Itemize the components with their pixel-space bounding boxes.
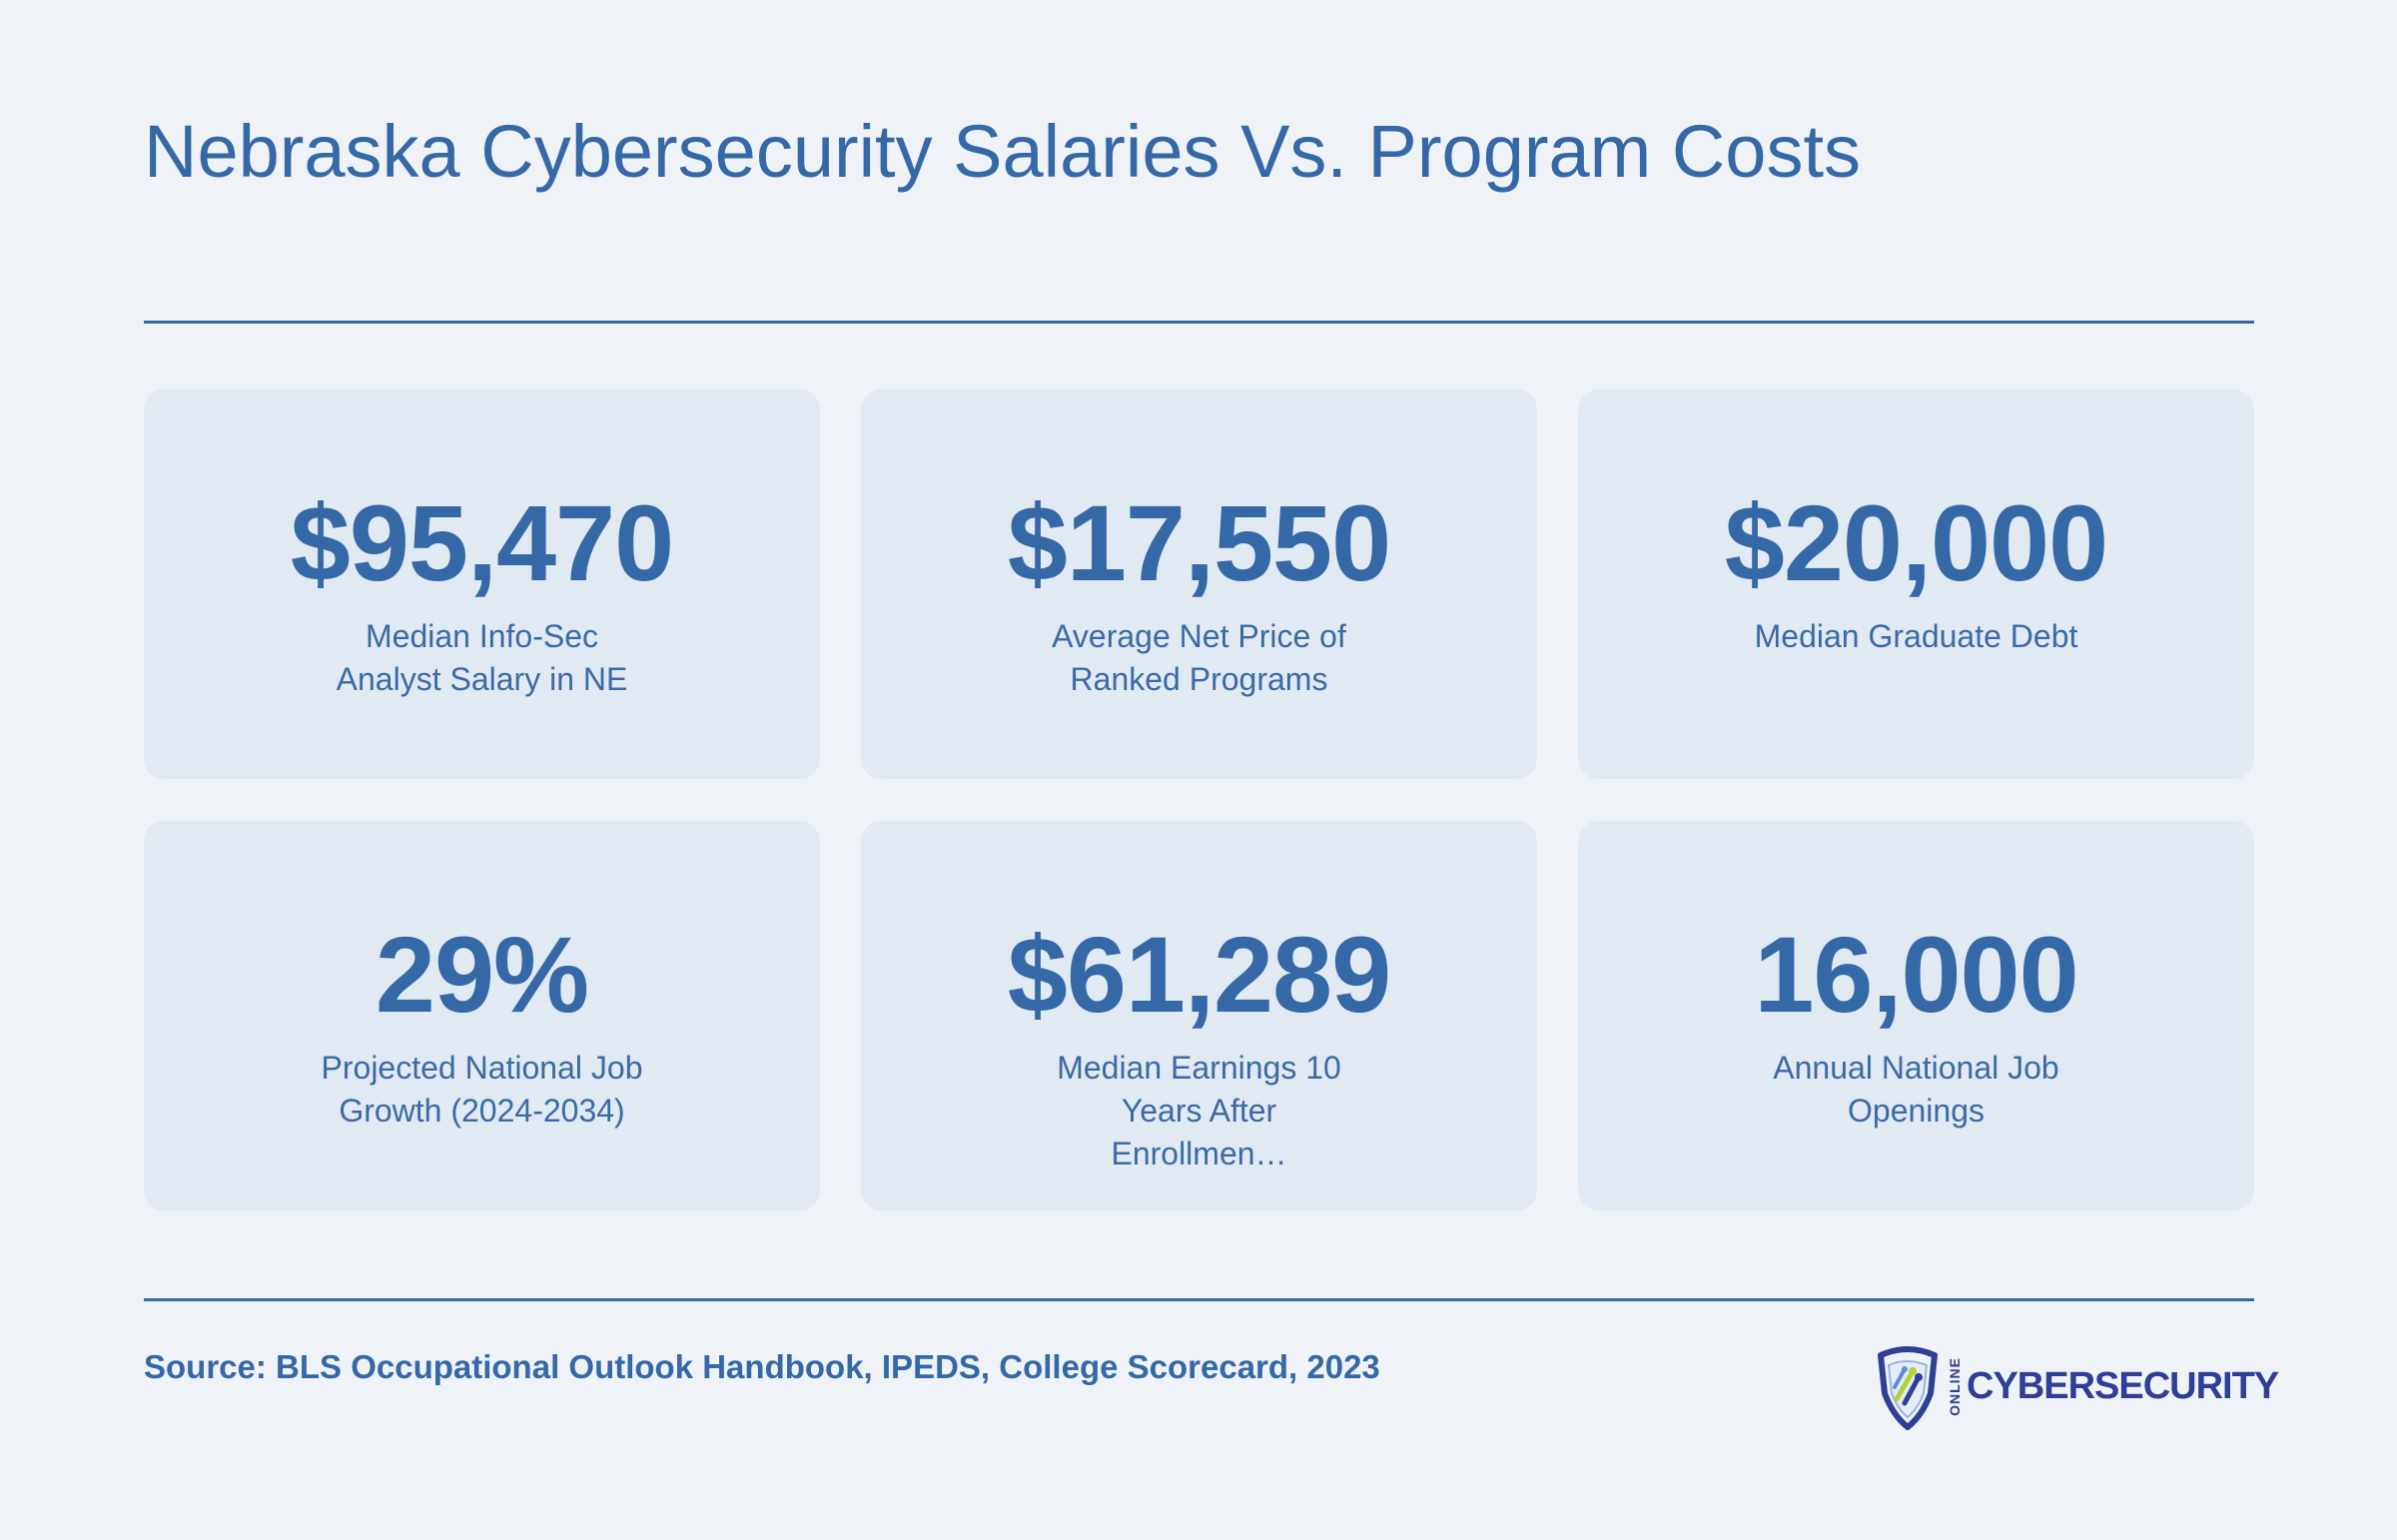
top-divider — [144, 321, 2254, 324]
stat-value: 29% — [375, 914, 589, 1035]
stat-value: $61,289 — [1007, 914, 1391, 1035]
stat-label: Projected National Job Growth (2024-2034… — [321, 1050, 643, 1129]
page-title: Nebraska Cybersecurity Salaries Vs. Prog… — [144, 110, 1862, 193]
stat-label: Annual National Job Openings — [1773, 1050, 2059, 1129]
stat-value: $17,550 — [1007, 482, 1391, 603]
stat-label: Median Earnings 10 Years After Enrollmen… — [1057, 1050, 1341, 1171]
stat-card-median-earnings: $61,289 Median Earnings 10 Years After E… — [861, 821, 1537, 1210]
bottom-divider — [144, 1298, 2254, 1301]
stat-value: $95,470 — [290, 482, 674, 603]
logo-online-text: ONLINE — [1947, 1356, 1963, 1416]
logo-wordmark: CYBERSECURITY — [1967, 1364, 2279, 1407]
stat-value: 16,000 — [1754, 914, 2078, 1035]
stats-grid: $95,470 Median Info-Sec Analyst Salary i… — [144, 389, 2254, 1210]
brand-logo[interactable]: ONLINE CYBERSECURITY — [1873, 1338, 2279, 1434]
stat-card-salary: $95,470 Median Info-Sec Analyst Salary i… — [144, 389, 820, 779]
stat-card-job-openings: 16,000 Annual National Job Openings — [1578, 821, 2254, 1210]
stat-label: Median Info-Sec Analyst Salary in NE — [336, 618, 628, 697]
stat-card-job-growth: 29% Projected National Job Growth (2024-… — [144, 821, 820, 1210]
stat-card-graduate-debt: $20,000 Median Graduate Debt — [1578, 389, 2254, 779]
source-citation: Source: BLS Occupational Outlook Handboo… — [144, 1348, 1380, 1385]
stat-label: Average Net Price of Ranked Programs — [1052, 618, 1346, 697]
stat-label: Median Graduate Debt — [1754, 618, 2078, 654]
stat-value: $20,000 — [1724, 482, 2108, 603]
stat-card-net-price: $17,550 Average Net Price of Ranked Prog… — [861, 389, 1537, 779]
shield-icon — [1873, 1341, 1943, 1431]
